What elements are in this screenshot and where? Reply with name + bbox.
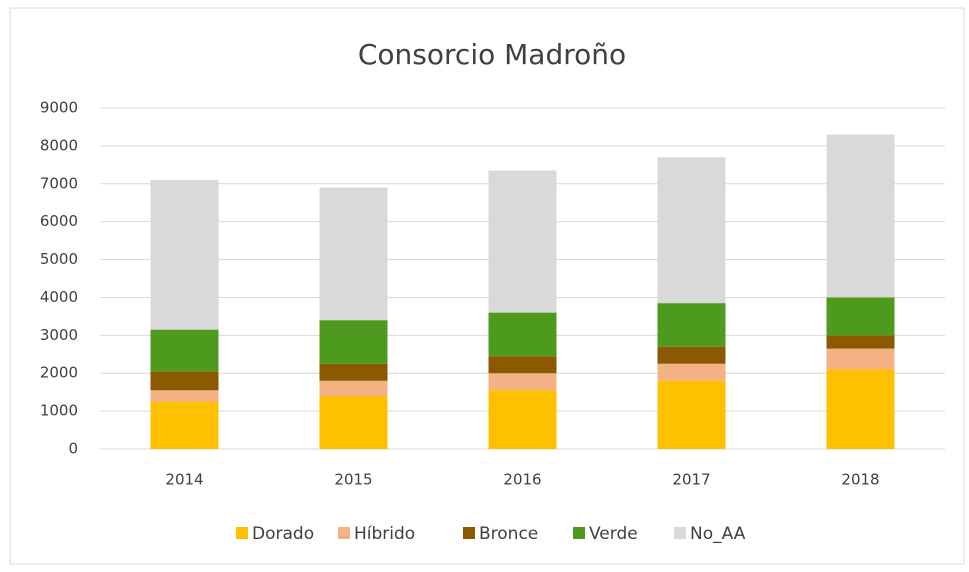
- bar-segment: [319, 395, 388, 449]
- y-tick-label: 4000: [40, 288, 78, 306]
- legend-swatch: [338, 527, 350, 539]
- bar-segment: [150, 390, 219, 402]
- y-tick-label: 1000: [40, 402, 78, 420]
- bar-segment: [319, 320, 388, 364]
- bar-segment: [150, 329, 219, 372]
- x-tick-label: 2017: [672, 471, 710, 489]
- legend-swatch: [463, 527, 475, 539]
- bar-segment: [319, 380, 388, 396]
- bar-segment: [488, 390, 557, 449]
- bar-segment: [826, 134, 895, 298]
- bar-segment: [657, 346, 726, 364]
- legend-label: Verde: [589, 524, 638, 544]
- bar-segment: [488, 312, 557, 357]
- bar-segment: [319, 187, 388, 321]
- bar-segment: [150, 179, 219, 330]
- y-tick-label: 0: [68, 440, 78, 458]
- y-tick-label: 6000: [40, 212, 78, 230]
- bar-segment: [488, 373, 557, 391]
- bar-segment: [826, 369, 895, 449]
- legend-swatch: [573, 527, 585, 539]
- legend-swatch: [236, 527, 248, 539]
- x-tick-label: 2015: [334, 471, 372, 489]
- bar-segment: [488, 356, 557, 374]
- x-tick-label: 2016: [503, 471, 541, 489]
- bar-segment: [150, 371, 219, 391]
- legend-label: Dorado: [252, 524, 314, 544]
- bar-segment: [319, 363, 388, 381]
- y-tick-label: 8000: [40, 136, 78, 154]
- bar-segment: [826, 348, 895, 370]
- x-tick-label: 2014: [165, 471, 203, 489]
- y-tick-label: 3000: [40, 326, 78, 344]
- bar-segment: [826, 297, 895, 336]
- y-tick-label: 7000: [40, 174, 78, 192]
- legend-label: No_AA: [690, 524, 746, 544]
- legend-label: Bronce: [479, 524, 538, 544]
- legend-label: Híbrido: [354, 524, 415, 544]
- bar-segment: [657, 380, 726, 449]
- legend-swatch: [674, 527, 686, 539]
- y-tick-label: 5000: [40, 250, 78, 268]
- y-tick-label: 2000: [40, 364, 78, 382]
- bar-segment: [488, 170, 557, 313]
- bar-segment: [150, 401, 219, 449]
- bar-segment: [657, 157, 726, 304]
- y-tick-label: 9000: [40, 99, 78, 117]
- x-tick-label: 2018: [841, 471, 879, 489]
- bar-segment: [657, 363, 726, 381]
- bar-segment: [657, 303, 726, 347]
- chart-title: Consorcio Madroño: [358, 38, 626, 71]
- bar-segment: [826, 335, 895, 349]
